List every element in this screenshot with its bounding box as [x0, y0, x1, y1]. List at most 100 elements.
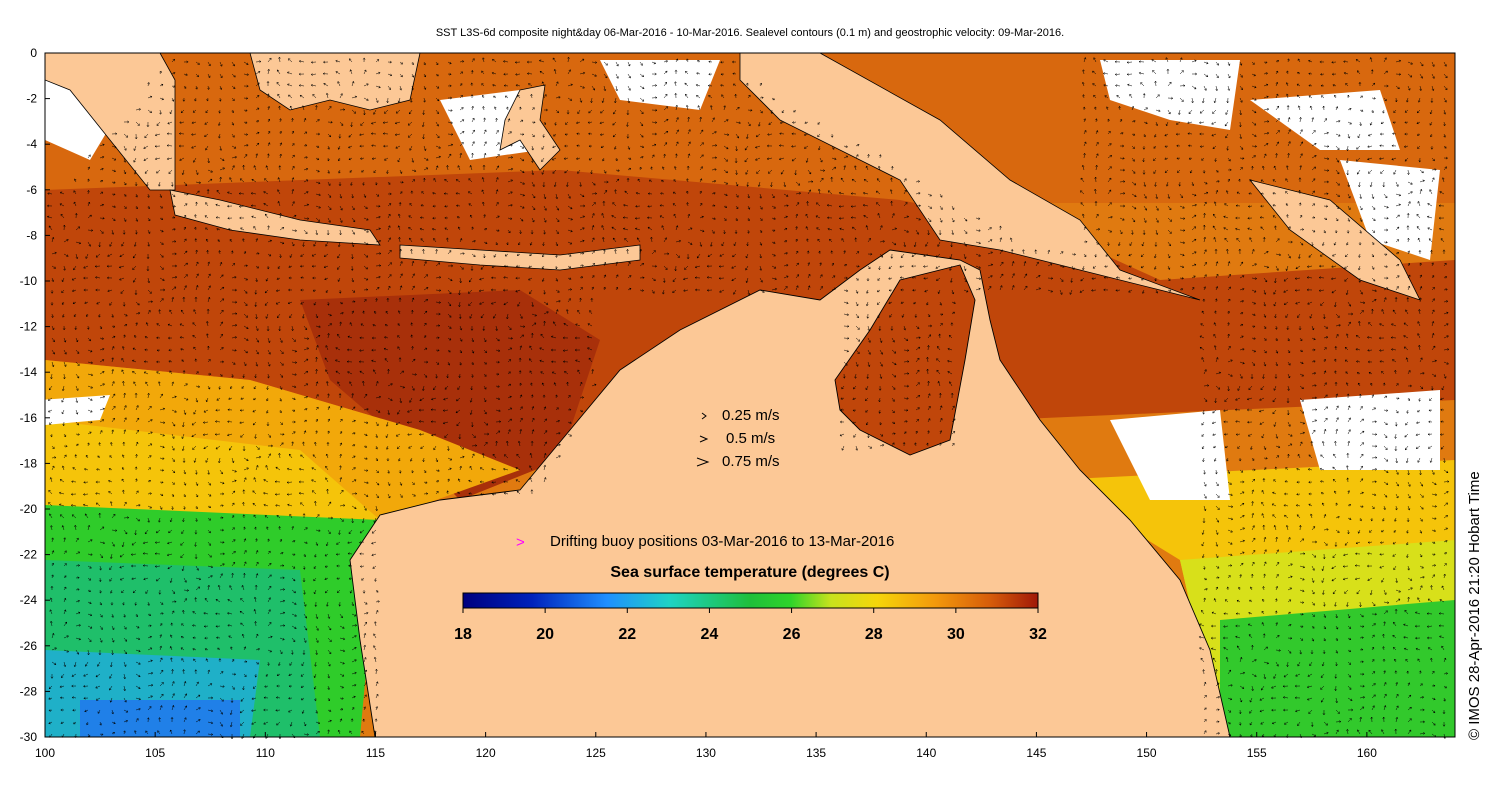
velocity-arrow	[350, 253, 354, 260]
velocity-arrow	[387, 85, 391, 90]
velocity-arrow	[795, 262, 799, 267]
velocity-arrow	[759, 96, 764, 100]
velocity-arrow	[1143, 217, 1147, 223]
velocity-arrow	[1239, 61, 1243, 66]
velocity-arrow	[231, 97, 235, 102]
velocity-arrow	[470, 265, 474, 272]
velocity-arrow	[759, 109, 763, 114]
velocity-arrow	[375, 204, 381, 208]
velocity-arrow	[647, 226, 653, 231]
velocity-arrow	[351, 205, 355, 211]
velocity-arrow	[299, 94, 305, 99]
velocity-arrow	[1323, 180, 1330, 184]
velocity-arrow	[672, 203, 677, 207]
velocity-arrow	[503, 84, 509, 88]
velocity-arrow	[602, 236, 605, 243]
velocity-arrow	[1119, 204, 1126, 208]
velocity-arrow	[795, 202, 800, 207]
velocity-arrow	[804, 145, 809, 149]
velocity-arrow	[1367, 133, 1373, 137]
velocity-arrow	[313, 241, 317, 247]
velocity-arrow	[479, 277, 485, 281]
velocity-arrow	[291, 229, 298, 232]
velocity-arrow	[410, 190, 414, 195]
velocity-arrow	[531, 217, 535, 223]
velocity-arrow	[1438, 216, 1445, 220]
velocity-arrow	[240, 227, 245, 231]
y-tick-label: -8	[26, 228, 37, 242]
velocity-arrow	[1407, 61, 1413, 65]
velocity-arrow	[147, 241, 150, 247]
velocity-arrow	[1395, 59, 1402, 63]
velocity-arrow	[636, 237, 641, 243]
velocity-arrow	[371, 144, 377, 147]
plot-frame	[44, 52, 1456, 738]
velocity-arrow	[495, 142, 500, 147]
velocity-arrow	[771, 265, 777, 269]
velocity-arrow	[351, 229, 355, 235]
velocity-arrow	[1439, 191, 1445, 195]
velocity-arrow	[183, 274, 188, 279]
velocity-arrow	[600, 145, 605, 149]
velocity-arrow	[111, 205, 116, 208]
velocity-arrow	[694, 288, 701, 292]
velocity-arrow	[1083, 130, 1087, 135]
velocity-arrow	[1114, 73, 1121, 76]
velocity-arrow	[312, 289, 317, 292]
velocity-arrow	[662, 289, 665, 295]
velocity-arrow	[855, 154, 859, 159]
velocity-arrow	[46, 204, 53, 208]
velocity-arrow	[191, 121, 197, 124]
velocity-arrow	[251, 178, 257, 183]
velocity-arrow	[659, 204, 665, 207]
velocity-arrow	[1407, 169, 1410, 176]
velocity-arrow	[843, 264, 847, 267]
velocity-arrow	[384, 157, 389, 161]
velocity-arrow	[195, 284, 199, 291]
velocity-arrow	[1251, 248, 1255, 255]
velocity-arrow	[911, 276, 917, 279]
velocity-arrow	[1275, 81, 1279, 87]
velocity-arrow	[194, 214, 197, 219]
velocity-arrow	[279, 130, 282, 135]
velocity-arrow	[1214, 248, 1218, 255]
velocity-arrow	[63, 253, 69, 257]
velocity-arrow	[831, 262, 835, 267]
velocity-arrow	[1273, 289, 1277, 295]
velocity-arrow	[1294, 288, 1301, 292]
velocity-arrow	[339, 193, 343, 199]
velocity-arrow	[694, 265, 701, 269]
velocity-arrow	[375, 275, 381, 279]
velocity-arrow	[315, 217, 320, 222]
velocity-arrow	[315, 104, 318, 111]
velocity-arrow	[255, 60, 262, 63]
velocity-arrow	[1035, 287, 1042, 291]
velocity-arrow	[695, 83, 701, 87]
velocity-arrow	[502, 288, 509, 292]
velocity-arrow	[1213, 97, 1217, 104]
velocity-arrow	[399, 85, 403, 91]
velocity-arrow	[699, 215, 704, 219]
velocity-arrow	[1311, 166, 1317, 171]
velocity-arrow	[1379, 132, 1385, 136]
velocity-arrow	[1369, 57, 1373, 63]
velocity-arrow	[555, 217, 560, 223]
velocity-arrow	[627, 287, 632, 291]
velocity-arrow	[1141, 241, 1145, 247]
velocity-arrow	[1212, 213, 1217, 219]
velocity-arrow	[1357, 70, 1361, 75]
velocity-arrow	[1287, 129, 1291, 135]
velocity-arrow	[159, 70, 162, 75]
velocity-arrow	[493, 95, 497, 99]
velocity-arrow	[1404, 121, 1409, 124]
velocity-arrow	[1215, 286, 1219, 291]
velocity-arrow	[1227, 261, 1231, 267]
velocity-arrow	[661, 166, 665, 171]
velocity-arrow	[288, 276, 293, 280]
velocity-arrow	[1443, 109, 1447, 115]
velocity-arrow	[1131, 193, 1137, 197]
velocity-arrow	[577, 169, 581, 174]
velocity-arrow	[459, 252, 465, 255]
velocity-arrow	[627, 85, 631, 91]
velocity-arrow	[1191, 193, 1197, 197]
